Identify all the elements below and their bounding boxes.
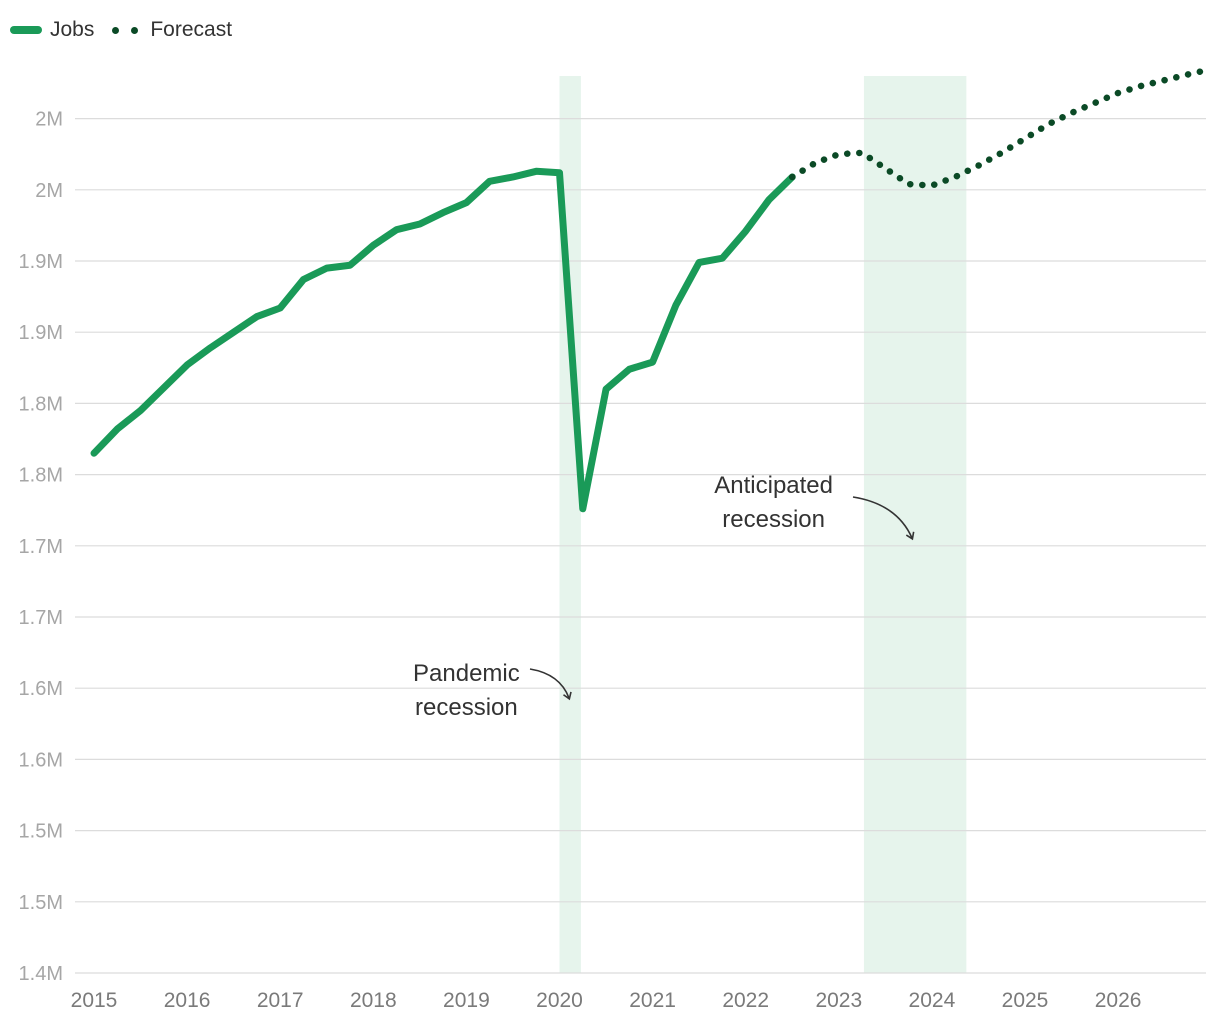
y-tick-label-0: 1.4M <box>19 963 63 985</box>
x-tick-label-7: 2022 <box>722 989 769 1012</box>
y-tick-label-2: 1.5M <box>19 821 63 843</box>
y-tick-label-11: 2M <box>35 180 63 202</box>
legend-label-jobs: Jobs <box>50 18 95 41</box>
x-tick-label-11: 2026 <box>1095 989 1142 1012</box>
x-tick-label-8: 2023 <box>815 989 862 1012</box>
y-tick-label-8: 1.8M <box>19 393 63 415</box>
x-tick-label-9: 2024 <box>909 989 956 1012</box>
y-tick-label-6: 1.7M <box>19 536 63 558</box>
x-tick-label-5: 2020 <box>536 989 583 1012</box>
x-tick-label-10: 2025 <box>1002 989 1049 1012</box>
chart-legend: Jobs Forecast <box>10 18 246 42</box>
annotation-0-line-0: Pandemic <box>413 660 520 687</box>
y-tick-label-10: 1.9M <box>19 251 63 273</box>
annotations: Pandemic recession Anticipated recession <box>413 472 915 721</box>
annotation-1-line-0: Anticipated <box>714 472 833 499</box>
annotation-0-line-1: recession <box>415 694 518 721</box>
y-tick-label-9: 1.9M <box>19 322 63 344</box>
y-tick-label-5: 1.7M <box>19 607 63 629</box>
x-tick-label-3: 2018 <box>350 989 397 1012</box>
legend-swatch-forecast <box>112 26 139 34</box>
x-tick-label-6: 2021 <box>629 989 676 1012</box>
legend-item-jobs: Jobs <box>10 18 94 42</box>
y-tick-label-4: 1.6M <box>19 678 63 700</box>
y-axis-ticks: 1.4M 1.5M 1.5M 1.6M 1.6M 1.7M 1.7M 1.8M 1.8M 1.9M… <box>19 109 63 985</box>
series-line-forecast <box>789 66 1210 189</box>
legend-label-forecast: Forecast <box>150 18 233 41</box>
recession-bands <box>559 76 967 973</box>
x-tick-label-4: 2019 <box>443 989 490 1012</box>
y-tick-label-12: 2M <box>35 109 63 131</box>
legend-item-forecast: Forecast <box>108 18 232 42</box>
x-tick-label-2: 2017 <box>257 989 304 1012</box>
x-tick-label-1: 2016 <box>164 989 211 1012</box>
annotation-arrow-anticipated <box>852 496 915 541</box>
y-tick-label-1: 1.5M <box>19 892 63 914</box>
y-tick-label-7: 1.8M <box>19 465 63 487</box>
series-line-jobs <box>90 167 796 513</box>
gridlines <box>75 117 1206 974</box>
legend-swatch-jobs <box>10 26 42 34</box>
series-lines <box>90 66 1210 513</box>
x-tick-label-0: 2015 <box>71 989 118 1012</box>
recession-band-1 <box>863 76 967 973</box>
annotation-1-line-1: recession <box>722 506 825 533</box>
annotation-arrow-pandemic <box>529 668 572 701</box>
x-axis-ticks: 2015 2016 2017 2018 2019 2020 2021 2022 2023 2024… <box>71 989 1142 1012</box>
y-tick-label-3: 1.6M <box>19 749 63 771</box>
